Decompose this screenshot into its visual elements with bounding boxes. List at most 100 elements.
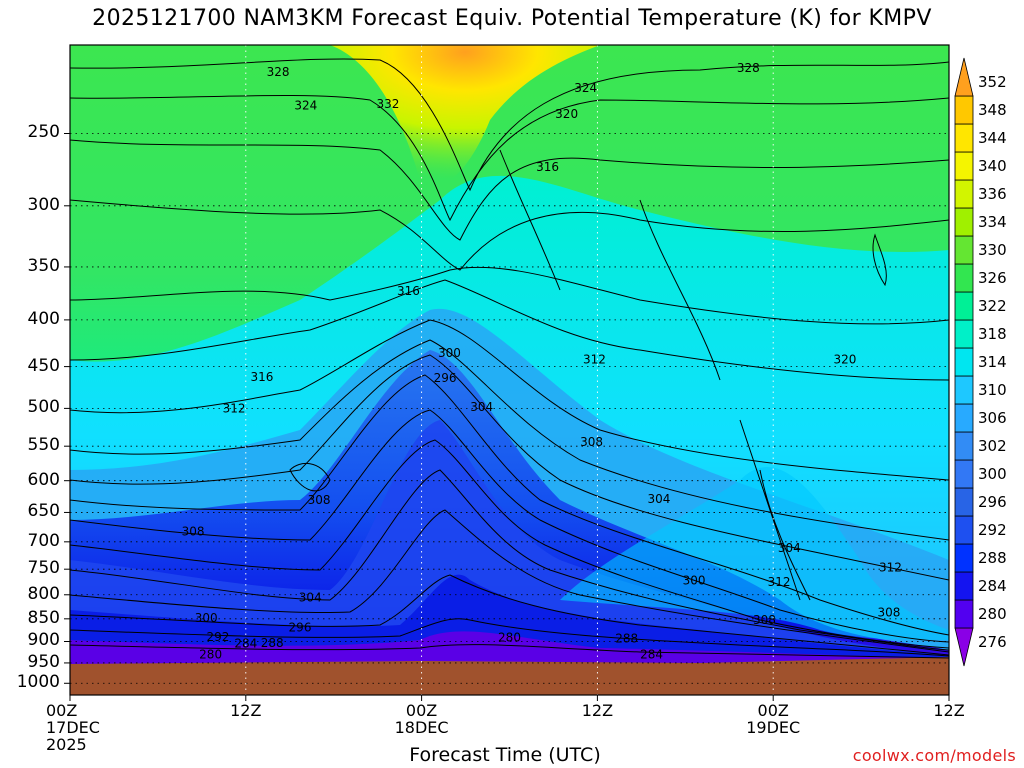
colorbar-swatch	[954, 291, 974, 321]
colorbar	[954, 57, 974, 667]
colorbar-swatch	[954, 431, 974, 461]
theta-e-field	[70, 45, 949, 695]
contour-labels: 328 324 332 324 320 328 316 316 312 320 316 312 300 2…	[182, 61, 902, 661]
colorbar-label: 340	[978, 156, 1007, 175]
contour-label: 292	[207, 630, 230, 644]
contour-label: 284	[640, 647, 663, 661]
y-tick-label: 950	[27, 651, 60, 672]
y-tick-label: 900	[27, 630, 60, 651]
contour-label: 332	[376, 97, 399, 111]
y-tick-label: 1000	[16, 672, 60, 693]
x-tick-label: 12Z	[581, 701, 614, 720]
contour-label: 284	[234, 636, 257, 650]
colorbar-label: 326	[978, 268, 1007, 287]
colorbar-swatch	[954, 515, 974, 545]
colorbar-swatch	[954, 487, 974, 517]
contour-label: 308	[580, 435, 603, 449]
contour-label: 312	[583, 352, 606, 366]
contour-label: 312	[768, 575, 791, 589]
colorbar-label: 348	[978, 100, 1007, 119]
contour-label: 280	[498, 631, 521, 645]
contour-label: 328	[267, 65, 290, 79]
colorbar-swatch	[954, 263, 974, 293]
y-tick-label: 700	[27, 530, 60, 551]
contour-label: 288	[615, 631, 638, 645]
x-tick-label: 12Z	[933, 701, 965, 720]
colorbar-swatch	[954, 627, 974, 667]
colorbar-label: 318	[978, 324, 1007, 343]
plot-frame	[69, 44, 950, 696]
colorbar-label: 284	[978, 576, 1007, 595]
colorbar-swatch	[954, 123, 974, 153]
x-tick-label: 00Z 17DEC 2025	[46, 701, 100, 754]
contour-label: 316	[397, 284, 420, 298]
contour-label: 308	[182, 524, 205, 538]
contour-label: 308	[753, 613, 776, 627]
colorbar-label: 336	[978, 184, 1007, 203]
grid-lines	[64, 45, 950, 701]
x-axis-title: Forecast Time (UTC)	[409, 744, 601, 766]
y-tick-label: 850	[27, 607, 60, 628]
contour-label: 316	[536, 160, 559, 174]
colorbar-swatch	[954, 403, 974, 433]
y-tick-label: 350	[27, 255, 60, 276]
x-tick-label: 00Z 18DEC	[394, 701, 449, 737]
colorbar-swatch	[954, 151, 974, 181]
contour-label: 304	[778, 541, 801, 555]
contour-label: 308	[877, 606, 900, 620]
colorbar-label: 300	[978, 464, 1007, 483]
credit-link[interactable]: coolwx.com/models	[852, 746, 1016, 765]
colorbar-swatch	[954, 599, 974, 629]
colorbar-label: 334	[978, 212, 1007, 231]
colorbar-swatch	[954, 207, 974, 237]
contour-label: 308	[308, 493, 331, 507]
y-tick-label: 750	[27, 558, 60, 579]
colorbar-swatch	[954, 319, 974, 349]
page-title: 2025121700 NAM3KM Forecast Equiv. Potent…	[92, 6, 932, 31]
colorbar-label: 302	[978, 436, 1007, 455]
contour-label: 300	[195, 611, 218, 625]
contour-label: 304	[647, 492, 670, 506]
colorbar-label: 276	[978, 632, 1007, 651]
y-tick-label: 800	[27, 583, 60, 604]
colorbar-swatch	[954, 235, 974, 265]
colorbar-swatch	[954, 57, 974, 97]
contour-label: 320	[555, 107, 578, 121]
colorbar-label: 314	[978, 352, 1007, 371]
colorbar-label: 352	[978, 72, 1007, 91]
y-tick-label: 400	[27, 308, 60, 329]
colorbar-label: 322	[978, 296, 1007, 315]
contour-label: 288	[261, 636, 284, 650]
y-tick-label: 300	[27, 194, 60, 215]
contour-lines	[70, 58, 949, 659]
colorbar-swatch	[954, 179, 974, 209]
contour-label: 324	[294, 99, 317, 113]
contour-label: 312	[879, 561, 902, 575]
y-tick-label: 550	[27, 435, 60, 456]
colorbar-label: 344	[978, 128, 1007, 147]
colorbar-swatch	[954, 459, 974, 489]
x-tick-label: 00Z 19DEC	[746, 701, 801, 737]
y-tick-label: 450	[27, 355, 60, 376]
contour-label: 304	[470, 400, 493, 414]
contour-label: 300	[438, 346, 461, 360]
colorbar-swatch	[954, 571, 974, 601]
contour-label: 320	[834, 352, 857, 366]
y-tick-label: 500	[27, 397, 60, 418]
colorbar-label: 306	[978, 408, 1007, 427]
colorbar-label: 292	[978, 520, 1007, 539]
y-tick-label: 250	[27, 122, 60, 143]
y-tick-label: 600	[27, 469, 60, 490]
contour-label: 304	[299, 591, 322, 605]
contour-label: 296	[289, 621, 312, 635]
contour-label: 316	[250, 370, 273, 384]
contour-label: 324	[574, 81, 597, 95]
contour-label: 280	[199, 647, 222, 661]
y-tick-label: 650	[27, 501, 60, 522]
colorbar-swatch	[954, 347, 974, 377]
contour-label: 296	[434, 371, 457, 385]
colorbar-label: 310	[978, 380, 1007, 399]
x-tick-label: 12Z	[230, 701, 262, 720]
colorbar-swatch	[954, 543, 974, 573]
